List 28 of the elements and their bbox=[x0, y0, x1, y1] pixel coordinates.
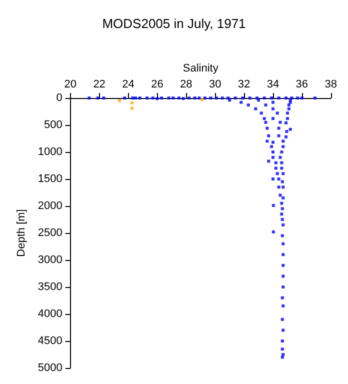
point bbox=[118, 99, 122, 102]
x-tick-label: 26 bbox=[151, 78, 164, 90]
chart-title: MODS2005 in July, 1971 bbox=[102, 16, 246, 31]
y-tick-label: 500 bbox=[44, 119, 62, 131]
x-tick-label: 32 bbox=[238, 78, 250, 90]
point bbox=[200, 98, 204, 102]
y-tick-label: 3000 bbox=[38, 254, 62, 266]
point bbox=[130, 106, 134, 110]
point bbox=[130, 101, 134, 104]
y-axis-title: Depth [m] bbox=[16, 209, 28, 257]
y-tick-label: 3500 bbox=[38, 281, 62, 293]
x-axis-title: Salinity bbox=[182, 62, 219, 75]
y-tick-label: 1500 bbox=[38, 173, 62, 185]
y-tick-label: 5000 bbox=[38, 362, 62, 374]
x-tick-label: 36 bbox=[296, 78, 308, 90]
x-tick-label: 30 bbox=[208, 78, 222, 90]
x-tick-label: 22 bbox=[93, 78, 106, 90]
x-tick-label: 20 bbox=[64, 78, 76, 90]
x-tick-label: 38 bbox=[324, 78, 338, 90]
y-tick-label: 2000 bbox=[38, 200, 62, 212]
y-tick-label: 4500 bbox=[38, 335, 62, 347]
y-tick-label: 2500 bbox=[38, 227, 62, 239]
x-tick-label: 24 bbox=[122, 78, 134, 90]
y-tick-label: 1000 bbox=[38, 146, 62, 158]
x-tick-label: 34 bbox=[266, 78, 280, 90]
x-tick-label: 28 bbox=[180, 78, 192, 90]
y-tick-label: 4000 bbox=[38, 308, 62, 320]
y-tick-label: 0 bbox=[56, 92, 62, 104]
